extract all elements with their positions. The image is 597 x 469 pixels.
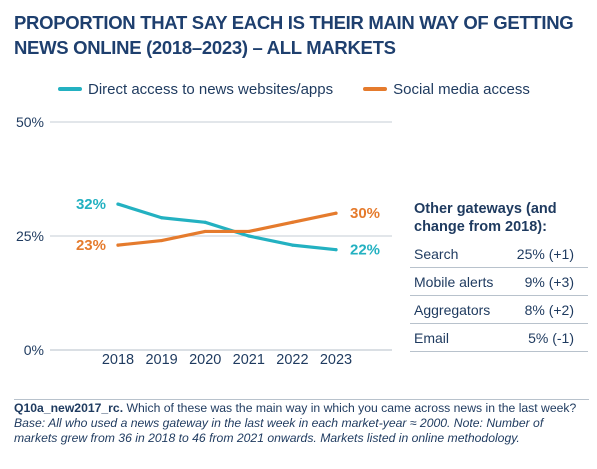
y-tick-label: 0% (24, 342, 44, 358)
data-label-start: 32% (76, 196, 106, 213)
legend-item-social: Social media access (363, 81, 530, 98)
data-point (334, 248, 338, 252)
gateway-name: Aggregators (410, 295, 506, 324)
gateway-value: 8% (+2) (505, 295, 588, 324)
gateway-name: Email (410, 323, 506, 352)
data-label-end: 22% (350, 242, 380, 259)
series-line-social (116, 211, 338, 247)
gateways-table: Search 25% (+1) Mobile alerts 9% (+3) Ag… (410, 240, 588, 352)
x-tick-label: 2019 (145, 352, 177, 368)
data-point (247, 229, 251, 234)
x-tick-label: 2021 (233, 352, 265, 368)
data-point (290, 243, 294, 247)
data-point (160, 238, 164, 243)
table-row: Mobile alerts 9% (+3) (410, 267, 588, 296)
footnote-base: Base: All who used a news gateway in the… (14, 415, 544, 445)
data-point (334, 211, 338, 215)
series-line-direct (116, 202, 338, 252)
data-point (290, 220, 294, 224)
y-tick-label: 50% (16, 114, 44, 130)
gateway-value: 25% (+1) (505, 240, 588, 268)
data-point (203, 229, 207, 234)
gateway-name: Mobile alerts (410, 267, 506, 296)
data-point (116, 243, 120, 247)
legend-item-direct: Direct access to news websites/apps (58, 81, 333, 98)
data-point (160, 216, 164, 220)
y-tick-label: 25% (16, 228, 44, 244)
x-tick-label: 2018 (102, 352, 134, 368)
footnote-code: Q10a_new2017_rc. (14, 401, 124, 415)
table-row: Search 25% (+1) (410, 240, 588, 268)
legend-swatch-social (363, 87, 388, 91)
data-label-end: 30% (350, 205, 380, 222)
x-tick-label: 2022 (276, 352, 308, 368)
legend-label-social: Social media access (393, 80, 530, 98)
legend-swatch-direct (58, 87, 82, 91)
data-point (116, 202, 120, 206)
chart-title: PROPORTION THAT SAY EACH IS THEIR MAIN W… (14, 12, 574, 58)
footnote: Q10a_new2017_rc. Which of these was the … (14, 399, 589, 445)
data-point (247, 234, 251, 238)
legend-label-direct: Direct access to news websites/apps (88, 80, 334, 98)
gateways-title: Other gateways (and change from 2018): (414, 201, 557, 235)
x-tick-label: 2023 (320, 352, 352, 368)
footnote-question: Which of these was the main way in which… (123, 401, 577, 415)
data-point (203, 220, 207, 224)
legend: Direct access to news websites/apps Soci… (58, 78, 560, 100)
data-label-start: 23% (76, 237, 106, 254)
table-row: Email 5% (-1) (410, 323, 588, 352)
gateway-name: Search (410, 240, 506, 268)
table-row: Aggregators 8% (+2) (410, 295, 588, 324)
x-tick-label: 2020 (189, 352, 221, 368)
gateway-value: 9% (+3) (505, 267, 588, 296)
gateway-value: 5% (-1) (505, 323, 588, 352)
